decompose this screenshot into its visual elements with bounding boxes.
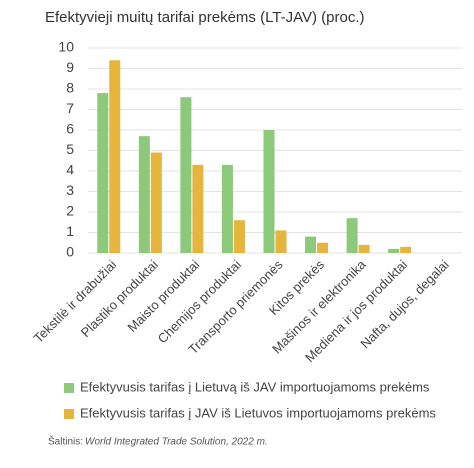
bar <box>400 246 412 253</box>
y-tick-label: 8 <box>66 80 74 96</box>
bar <box>275 230 287 253</box>
bar <box>150 152 162 253</box>
source-label: Šaltinis: <box>48 435 83 448</box>
bar <box>358 244 370 253</box>
x-tick-label: Maisto produktai <box>124 257 202 335</box>
legend-label: Efektyvusis tarifas į JAV iš Lietuvos im… <box>80 405 436 420</box>
bar <box>192 164 204 253</box>
chart-title: Efektyvieji muitų tarifai prekėms (LT-JA… <box>45 9 365 26</box>
bar <box>97 93 109 253</box>
y-tick-label: 5 <box>66 141 74 157</box>
source-detail: World Integrated Trade Solution, 2022 m. <box>85 437 268 448</box>
y-tick-label: 0 <box>66 244 74 260</box>
bar <box>109 60 121 253</box>
bar <box>317 242 329 253</box>
legend-swatch <box>64 383 74 393</box>
y-tick-label: 3 <box>66 182 74 198</box>
bar <box>180 97 192 253</box>
legend-label: Efektyvusis tarifas į Lietuvą iš JAV imp… <box>80 379 430 394</box>
bar <box>233 220 245 253</box>
y-tick-label: 2 <box>66 203 74 219</box>
bar <box>388 248 400 253</box>
bar <box>221 164 233 253</box>
y-tick-label: 7 <box>66 100 74 116</box>
y-tick-label: 10 <box>58 39 74 55</box>
y-tick-label: 1 <box>66 223 74 239</box>
y-tick-label: 6 <box>66 121 74 137</box>
bar <box>138 136 150 253</box>
bar <box>263 130 275 253</box>
bar <box>305 236 317 253</box>
x-tick-label: Plastiko produktai <box>78 257 161 340</box>
y-tick-label: 4 <box>66 162 74 178</box>
bar <box>346 218 358 253</box>
legend-swatch <box>64 409 74 419</box>
y-tick-label: 9 <box>66 59 74 75</box>
